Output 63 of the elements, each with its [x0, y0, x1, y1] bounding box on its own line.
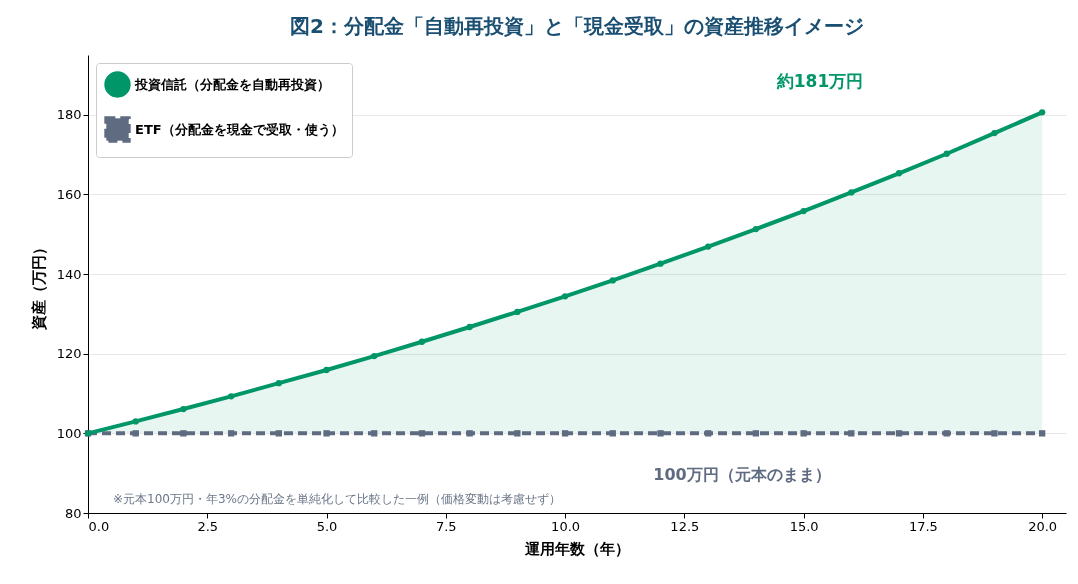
chart-title: 図2：分配金「自動再投資」と「現金受取」の資産推移イメージ — [290, 14, 864, 38]
point — [991, 129, 998, 137]
point — [371, 352, 378, 360]
point — [418, 338, 426, 345]
y-tick-label: 140 — [56, 266, 82, 282]
point — [227, 430, 235, 437]
point — [752, 225, 760, 233]
y-tick-label: 80 — [64, 505, 82, 521]
x-axis-title: 運用年数（年） — [524, 539, 630, 558]
point — [991, 430, 998, 437]
x-tick-label: 2.5 — [197, 518, 219, 534]
point — [180, 405, 187, 413]
y-axis-title: 資産（万円） — [29, 239, 48, 331]
point — [323, 430, 330, 437]
point — [275, 430, 282, 437]
x-tick-label: 7.5 — [435, 518, 457, 534]
point — [514, 308, 521, 316]
point — [180, 430, 187, 437]
point — [752, 430, 760, 437]
x-tick-label: 0.0 — [88, 518, 110, 534]
y-tick-label: 100 — [56, 425, 82, 441]
point — [609, 430, 616, 437]
annotation: 約181万円 — [775, 71, 864, 91]
point — [1038, 109, 1046, 116]
x-tick-label: 15.0 — [789, 518, 819, 534]
point — [466, 430, 473, 437]
x-tick-label: 10.0 — [551, 518, 581, 534]
point — [418, 430, 426, 437]
point — [132, 418, 139, 425]
point — [275, 380, 282, 387]
point — [657, 260, 664, 267]
point — [227, 393, 235, 400]
point — [561, 293, 569, 300]
point — [943, 150, 950, 157]
point — [848, 189, 855, 196]
point — [895, 170, 903, 177]
annotation: 100万円（元本のまま） — [653, 465, 831, 484]
point — [800, 430, 807, 437]
x-tick-label: 20.0 — [1028, 518, 1058, 534]
point — [514, 430, 521, 437]
point — [657, 430, 664, 437]
point — [371, 430, 378, 437]
point — [848, 430, 855, 437]
point — [895, 430, 903, 437]
point — [561, 430, 569, 437]
y-tick-label: 160 — [56, 186, 82, 202]
y-tick-label: 120 — [56, 346, 82, 362]
point — [705, 243, 712, 250]
annotation: ※元本100万円・年3%の分配金を単純化して比較した一例（価格変動は考慮せず） — [113, 492, 561, 506]
point — [800, 207, 807, 215]
x-tick-label: 12.5 — [670, 518, 700, 534]
legend-label: 投資信託（分配金を自動再投資） — [134, 76, 330, 92]
x-tick-label: 5.0 — [316, 518, 338, 534]
point — [609, 277, 616, 284]
x-tick-label: 17.5 — [908, 518, 938, 534]
point — [132, 430, 139, 437]
point — [705, 430, 712, 437]
point — [1038, 430, 1046, 437]
point — [466, 323, 473, 331]
point — [323, 366, 330, 374]
point — [943, 430, 950, 437]
y-tick-label: 180 — [56, 107, 82, 123]
legend-label: ETF（分配金を現金で受取・使う） — [135, 121, 344, 137]
